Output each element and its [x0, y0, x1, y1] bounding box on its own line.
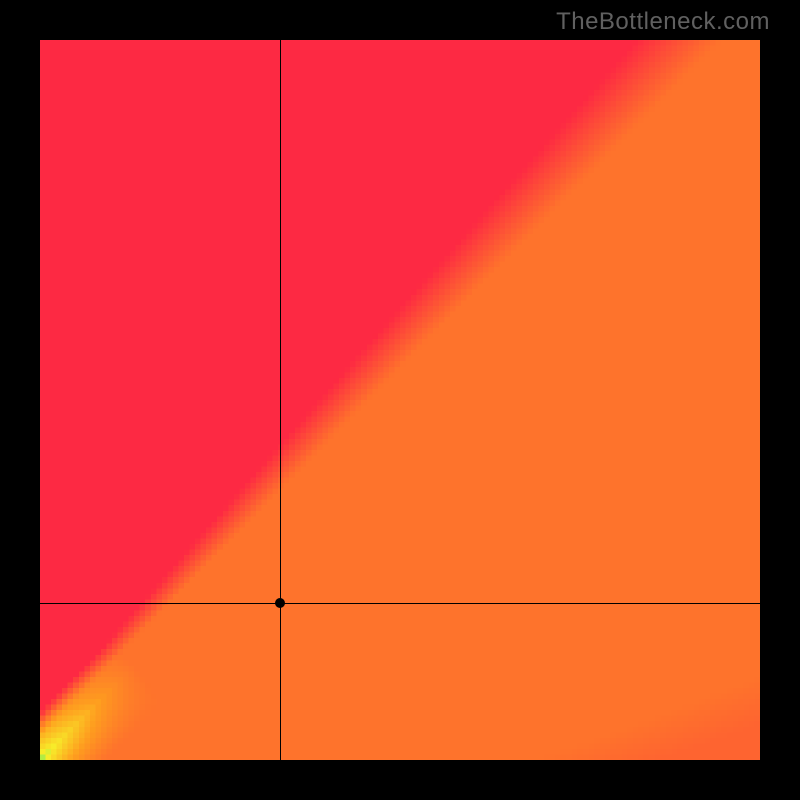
crosshair-horizontal: [40, 603, 760, 604]
chart-container: TheBottleneck.com: [0, 0, 800, 800]
marker-dot: [275, 598, 285, 608]
watermark-text: TheBottleneck.com: [556, 8, 770, 36]
crosshair-vertical: [280, 40, 281, 760]
plot-area: [40, 40, 760, 760]
heatmap-canvas: [40, 40, 760, 760]
